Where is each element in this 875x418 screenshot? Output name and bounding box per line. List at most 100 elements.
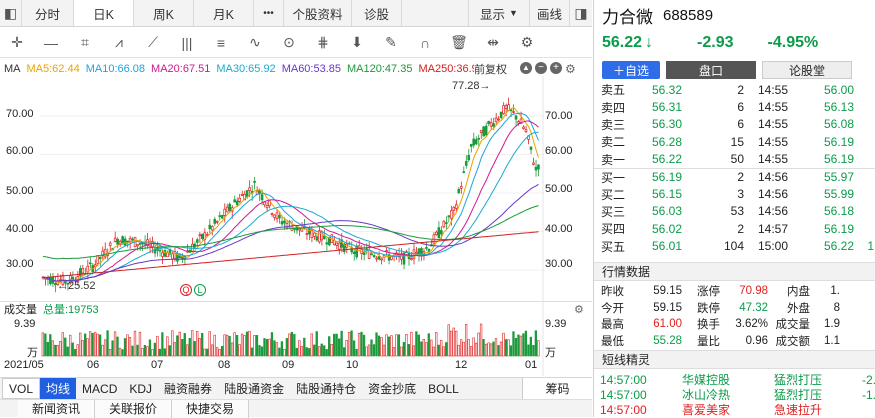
order-book-row[interactable]: 买二 56.15 3 14:56 55.99: [594, 185, 875, 202]
indicator-tab-macd[interactable]: MACD: [82, 381, 118, 396]
kline-chart[interactable]: [0, 76, 592, 376]
signal-stock: 冰山冷热: [682, 388, 731, 402]
order-book-row[interactable]: 买一 56.19 2 14:56 55.97: [594, 167, 875, 185]
order-book-row[interactable]: 买四 56.02 2 14:57 56.19: [594, 220, 875, 237]
back-icon[interactable]: ◧: [0, 0, 22, 26]
tab-daily-k[interactable]: 日K: [74, 0, 134, 26]
chip-distribution-button[interactable]: 筹码: [522, 378, 592, 399]
wave-icon[interactable]: ∿: [249, 34, 261, 50]
volume-bar: [512, 331, 515, 357]
tab-monthly-k[interactable]: 月K: [194, 0, 254, 26]
volume-bar: [123, 338, 127, 357]
volume-bar: [96, 333, 99, 357]
candle-body: [352, 251, 356, 254]
more-periods-button[interactable]: •••: [254, 0, 284, 26]
arrow-down-icon[interactable]: ⬇: [351, 34, 363, 50]
candle-body: [524, 129, 528, 133]
md-label: 昨收: [601, 286, 624, 299]
candle-body: [88, 262, 92, 265]
order-volume: 50: [730, 152, 744, 167]
order-book-row[interactable]: 买五 56.01 104 15:00 56.22 1: [594, 238, 875, 255]
draw-line-button[interactable]: 画线: [530, 0, 570, 26]
zoom-out-icon[interactable]: −: [535, 62, 547, 74]
add-watchlist-button[interactable]: ＋自选: [602, 61, 660, 79]
candle-body: [450, 210, 453, 219]
md-label: 今开: [601, 302, 624, 315]
candle-body: [459, 186, 463, 189]
candle-body: [285, 223, 289, 229]
candle-body: [512, 111, 515, 113]
panel-toggle-icon[interactable]: ◨: [574, 4, 588, 21]
price-adjust-label[interactable]: 前复权: [474, 61, 507, 77]
trend-line-icon[interactable]: ⟋: [148, 34, 158, 50]
candle-body: [131, 238, 134, 241]
volume-bar: [183, 333, 186, 357]
order-volume: 2: [737, 221, 744, 236]
settings-icon[interactable]: ⚙: [520, 34, 534, 50]
line-segment-icon[interactable]: —: [44, 34, 58, 51]
news-tab-trade[interactable]: 快捷交易: [172, 399, 250, 418]
tab-fenshi[interactable]: 分时: [22, 0, 74, 26]
order-book-row[interactable]: 卖五 56.32 2 14:55 56.00: [594, 81, 875, 98]
candle-body: [210, 226, 214, 231]
volume-settings-icon[interactable]: ⚙: [574, 303, 584, 316]
volume-bar: [141, 347, 144, 357]
volume-bar: [213, 334, 216, 357]
candle-body: [218, 215, 222, 217]
signal-row[interactable]: 14:57:00 喜爱美家 急速拉升: [594, 402, 875, 418]
candle-body: [101, 250, 105, 257]
volume-bar: [285, 338, 289, 357]
news-tab-quotes[interactable]: 关联报价: [95, 399, 173, 418]
fan-icon[interactable]: ⩘: [115, 34, 123, 50]
short-signal-title: 短线精灵: [594, 350, 875, 369]
indicator-tab-boll[interactable]: BOLL: [428, 381, 459, 396]
indicator-tab-margin[interactable]: 融资融券: [164, 382, 213, 396]
news-tab-info[interactable]: 新闻资讯: [18, 399, 96, 418]
fold-icon[interactable]: ▲: [520, 62, 532, 74]
zoom-in-icon[interactable]: +: [550, 62, 562, 74]
stock-name: 力合微: [602, 7, 653, 27]
order-book-row[interactable]: 卖四 56.31 6 14:55 56.13: [594, 98, 875, 115]
volume-bar: [186, 344, 189, 357]
tab-forum[interactable]: 论股堂: [762, 61, 852, 79]
tab-profile[interactable]: 个股资料: [284, 0, 352, 26]
display-dropdown[interactable]: 显示 ▼: [468, 0, 530, 26]
tab-order-book[interactable]: 盘口: [666, 61, 756, 79]
fibonacci-icon[interactable]: |||: [181, 34, 193, 51]
indicator-tab-vol[interactable]: VOL: [2, 378, 41, 399]
volume-bar: [482, 339, 485, 357]
order-book-row[interactable]: 买三 56.03 53 14:56 56.18: [594, 203, 875, 220]
cycle-icon[interactable]: ⊙: [283, 34, 295, 50]
magnet-icon[interactable]: ∩: [419, 34, 431, 51]
volume-bar: [385, 334, 388, 357]
order-book-row[interactable]: 卖三 56.30 6 14:55 56.08: [594, 116, 875, 133]
signal-row[interactable]: 14:57:00 华媒控股 猛烈打压 -2.: [594, 372, 875, 388]
volume-unit-right: 万: [545, 347, 556, 359]
q-badge-icon[interactable]: Q: [180, 284, 192, 296]
quote-panel: 力合微 688589 56.22 ↓ -2.93 -4.95% ＋自选 盘口 论…: [593, 0, 875, 417]
trash-icon[interactable]: 🗑: [450, 34, 468, 50]
volume-bar: [265, 338, 269, 357]
eraser-icon[interactable]: ✎: [385, 34, 397, 50]
indicator-tab-kdj[interactable]: KDJ: [129, 381, 153, 396]
order-book-row[interactable]: 卖二 56.28 15 14:55 56.19: [594, 133, 875, 150]
indicator-tab-hk-holding[interactable]: 陆股通持仓: [296, 382, 357, 396]
l-badge-icon[interactable]: L: [194, 284, 206, 296]
tab-diagnose[interactable]: 诊股: [352, 0, 402, 26]
indicator-tab-bottom-fishing[interactable]: 资金抄底: [368, 382, 417, 396]
candle-body: [98, 256, 102, 260]
gann-icon[interactable]: ⋕: [317, 34, 329, 50]
order-book-row[interactable]: 卖一 56.22 50 14:55 56.19: [594, 151, 875, 168]
candle-body: [387, 254, 391, 261]
compress-icon[interactable]: ⇹: [487, 34, 499, 50]
indicator-tab-hk-flow[interactable]: 陆股通资金: [224, 382, 285, 396]
crosshair-icon[interactable]: ✛: [11, 34, 23, 50]
chart-settings-icon[interactable]: ⚙: [565, 62, 576, 76]
indicator-tab-ma[interactable]: 均线: [40, 378, 77, 399]
crop-icon[interactable]: ⌗: [81, 34, 89, 50]
parallel-lines-icon[interactable]: ≡: [216, 34, 226, 51]
ma60-value: MA60:53.85: [281, 63, 342, 75]
x-label-0: 2021/05: [4, 359, 44, 371]
tab-weekly-k[interactable]: 周K: [134, 0, 194, 26]
signal-row[interactable]: 14:57:00 冰山冷热 猛烈打压 -1.: [594, 387, 875, 403]
